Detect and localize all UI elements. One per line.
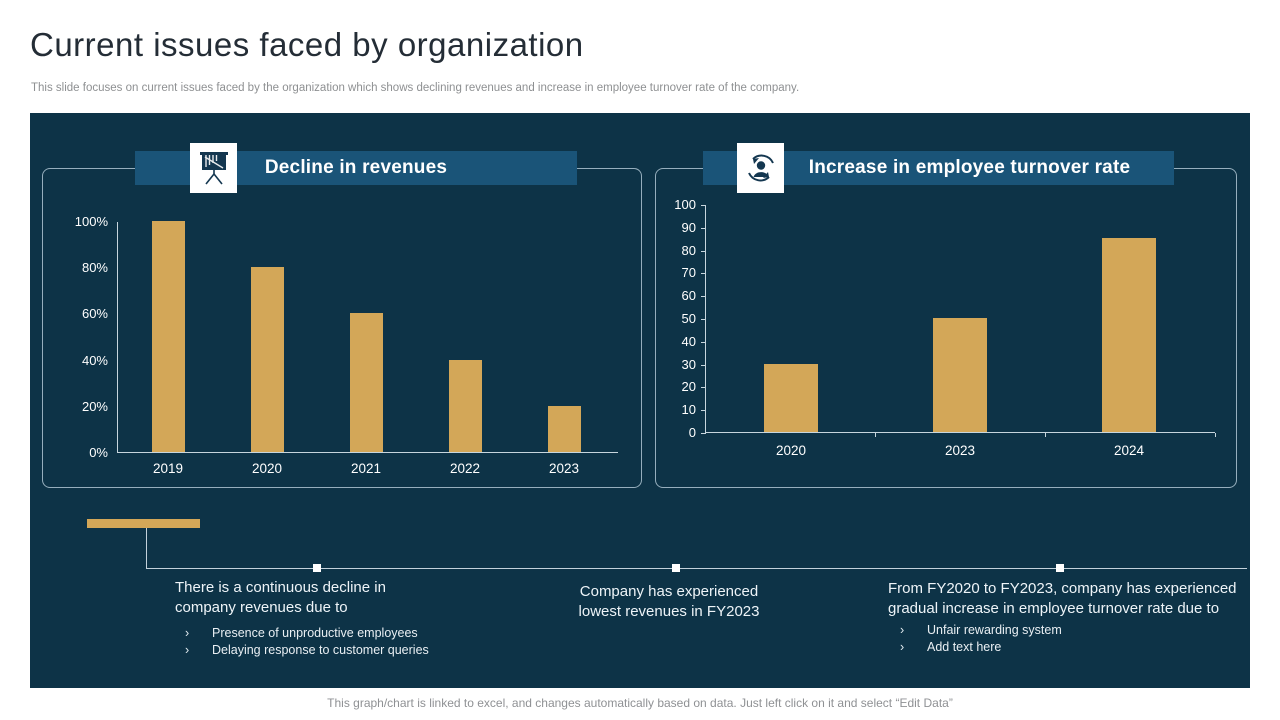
y-axis-label: 70	[681, 265, 696, 281]
y-axis-label: 30	[681, 356, 696, 372]
content-panel: Decline in revenues	[30, 113, 1250, 688]
y-axis-label: 90	[681, 219, 696, 235]
y-axis-tick	[701, 205, 706, 206]
bar-2022	[448, 359, 482, 452]
y-axis-tick	[701, 227, 706, 229]
bar-2023	[547, 405, 581, 452]
y-axis-tick	[701, 433, 706, 434]
callout-turnover-heading: From FY2020 to FY2023, company has exper…	[888, 580, 1237, 617]
y-axis-label: 10	[681, 402, 696, 418]
x-axis-label: 2021	[350, 461, 382, 476]
presentation-declining-chart-icon	[190, 143, 237, 193]
y-axis-label: 40%	[81, 352, 108, 368]
callout-revenue-decline-bullets: › Presence of unproductive employees › Dela…	[185, 625, 429, 658]
page-title: Current issues faced by organization	[30, 26, 584, 63]
bar-2021	[349, 313, 383, 452]
y-axis-label: 80%	[81, 260, 108, 276]
bullet-chevron-icon: ›	[900, 623, 905, 637]
bar-2019	[151, 221, 185, 452]
turnover-chart-title: Increase in employee turnover rate	[808, 157, 1131, 178]
y-axis-label: 80	[681, 242, 696, 258]
y-axis-tick	[701, 296, 706, 298]
y-axis-label: 40	[681, 333, 696, 349]
bullet-item: › Add text here	[900, 639, 1002, 654]
y-axis-tick	[701, 319, 706, 320]
y-axis-label: 100%	[74, 214, 108, 229]
y-axis-label: 60	[681, 288, 696, 304]
excel-link-note: This graph/chart is linked to excel, and…	[327, 696, 953, 710]
y-axis-label: 60%	[81, 306, 108, 322]
x-axis-label: 2022	[449, 461, 481, 476]
revenue-chart-plot[interactable]: 0% 20% 40% 60% 80% 100% 2019 2020 2021 2022 2023	[75, 214, 618, 476]
callout-turnover-bullets: › Unfair rewarding system › Add text here	[900, 622, 1062, 655]
timeline-node	[672, 564, 680, 572]
callout-revenue-decline-heading: There is a continuous decline in company…	[175, 579, 386, 616]
category-boundary-tick	[1215, 433, 1216, 437]
y-axis-tick	[701, 387, 706, 389]
y-axis-tick	[701, 341, 706, 343]
y-axis-label: 20	[681, 379, 696, 395]
category-boundary-tick	[1045, 433, 1046, 437]
y-axis-tick	[701, 364, 706, 366]
x-axis-label: 2024	[1113, 443, 1145, 458]
page-subtitle: This slide focuses on current issues fac…	[31, 82, 800, 94]
bullet-chevron-icon: ›	[185, 626, 190, 640]
bullet-chevron-icon: ›	[185, 642, 190, 657]
bar-2020	[250, 267, 284, 452]
bar-2020	[764, 363, 818, 432]
y-axis-label: 100	[674, 197, 696, 212]
y-axis-label: 0	[688, 425, 696, 440]
bar-2023	[933, 318, 987, 432]
y-axis-tick	[701, 250, 706, 252]
turnover-chart-plot[interactable]: 0 10 20 30 40 50 60 70 80 90 100 2020 2023 2024	[674, 197, 1216, 458]
timeline-horizontal-line	[146, 568, 1247, 569]
y-axis-tick	[701, 410, 706, 412]
revenue-chart-title: Decline in revenues	[264, 157, 448, 178]
bar-2024	[1102, 238, 1156, 432]
y-axis-label: 50	[681, 311, 696, 326]
category-boundary-tick	[875, 433, 876, 437]
timeline-node	[1056, 564, 1064, 572]
timeline-node	[313, 564, 321, 572]
y-axis-tick	[701, 273, 706, 275]
timeline-vertical-connector	[146, 528, 147, 568]
bullet-item: › Unfair rewarding system	[900, 623, 1062, 637]
x-axis-label: 2023	[548, 461, 580, 476]
timeline-gold-dash	[87, 519, 200, 528]
x-axis-label: 2020	[251, 461, 283, 476]
callout-lowest-revenue-heading: Company has experienced lowest revenues …	[578, 583, 760, 620]
x-axis-label: 2019	[152, 461, 184, 476]
x-axis-label: 2023	[944, 443, 976, 458]
bullet-chevron-icon: ›	[900, 639, 905, 654]
bullet-item: › Delaying response to customer queries	[185, 642, 429, 657]
bullet-item: › Presence of unproductive employees	[185, 626, 418, 640]
y-axis-label: 20%	[81, 398, 108, 414]
x-axis-label: 2020	[775, 443, 807, 458]
employee-turnover-icon	[737, 143, 784, 193]
y-axis-label: 0%	[89, 445, 108, 460]
